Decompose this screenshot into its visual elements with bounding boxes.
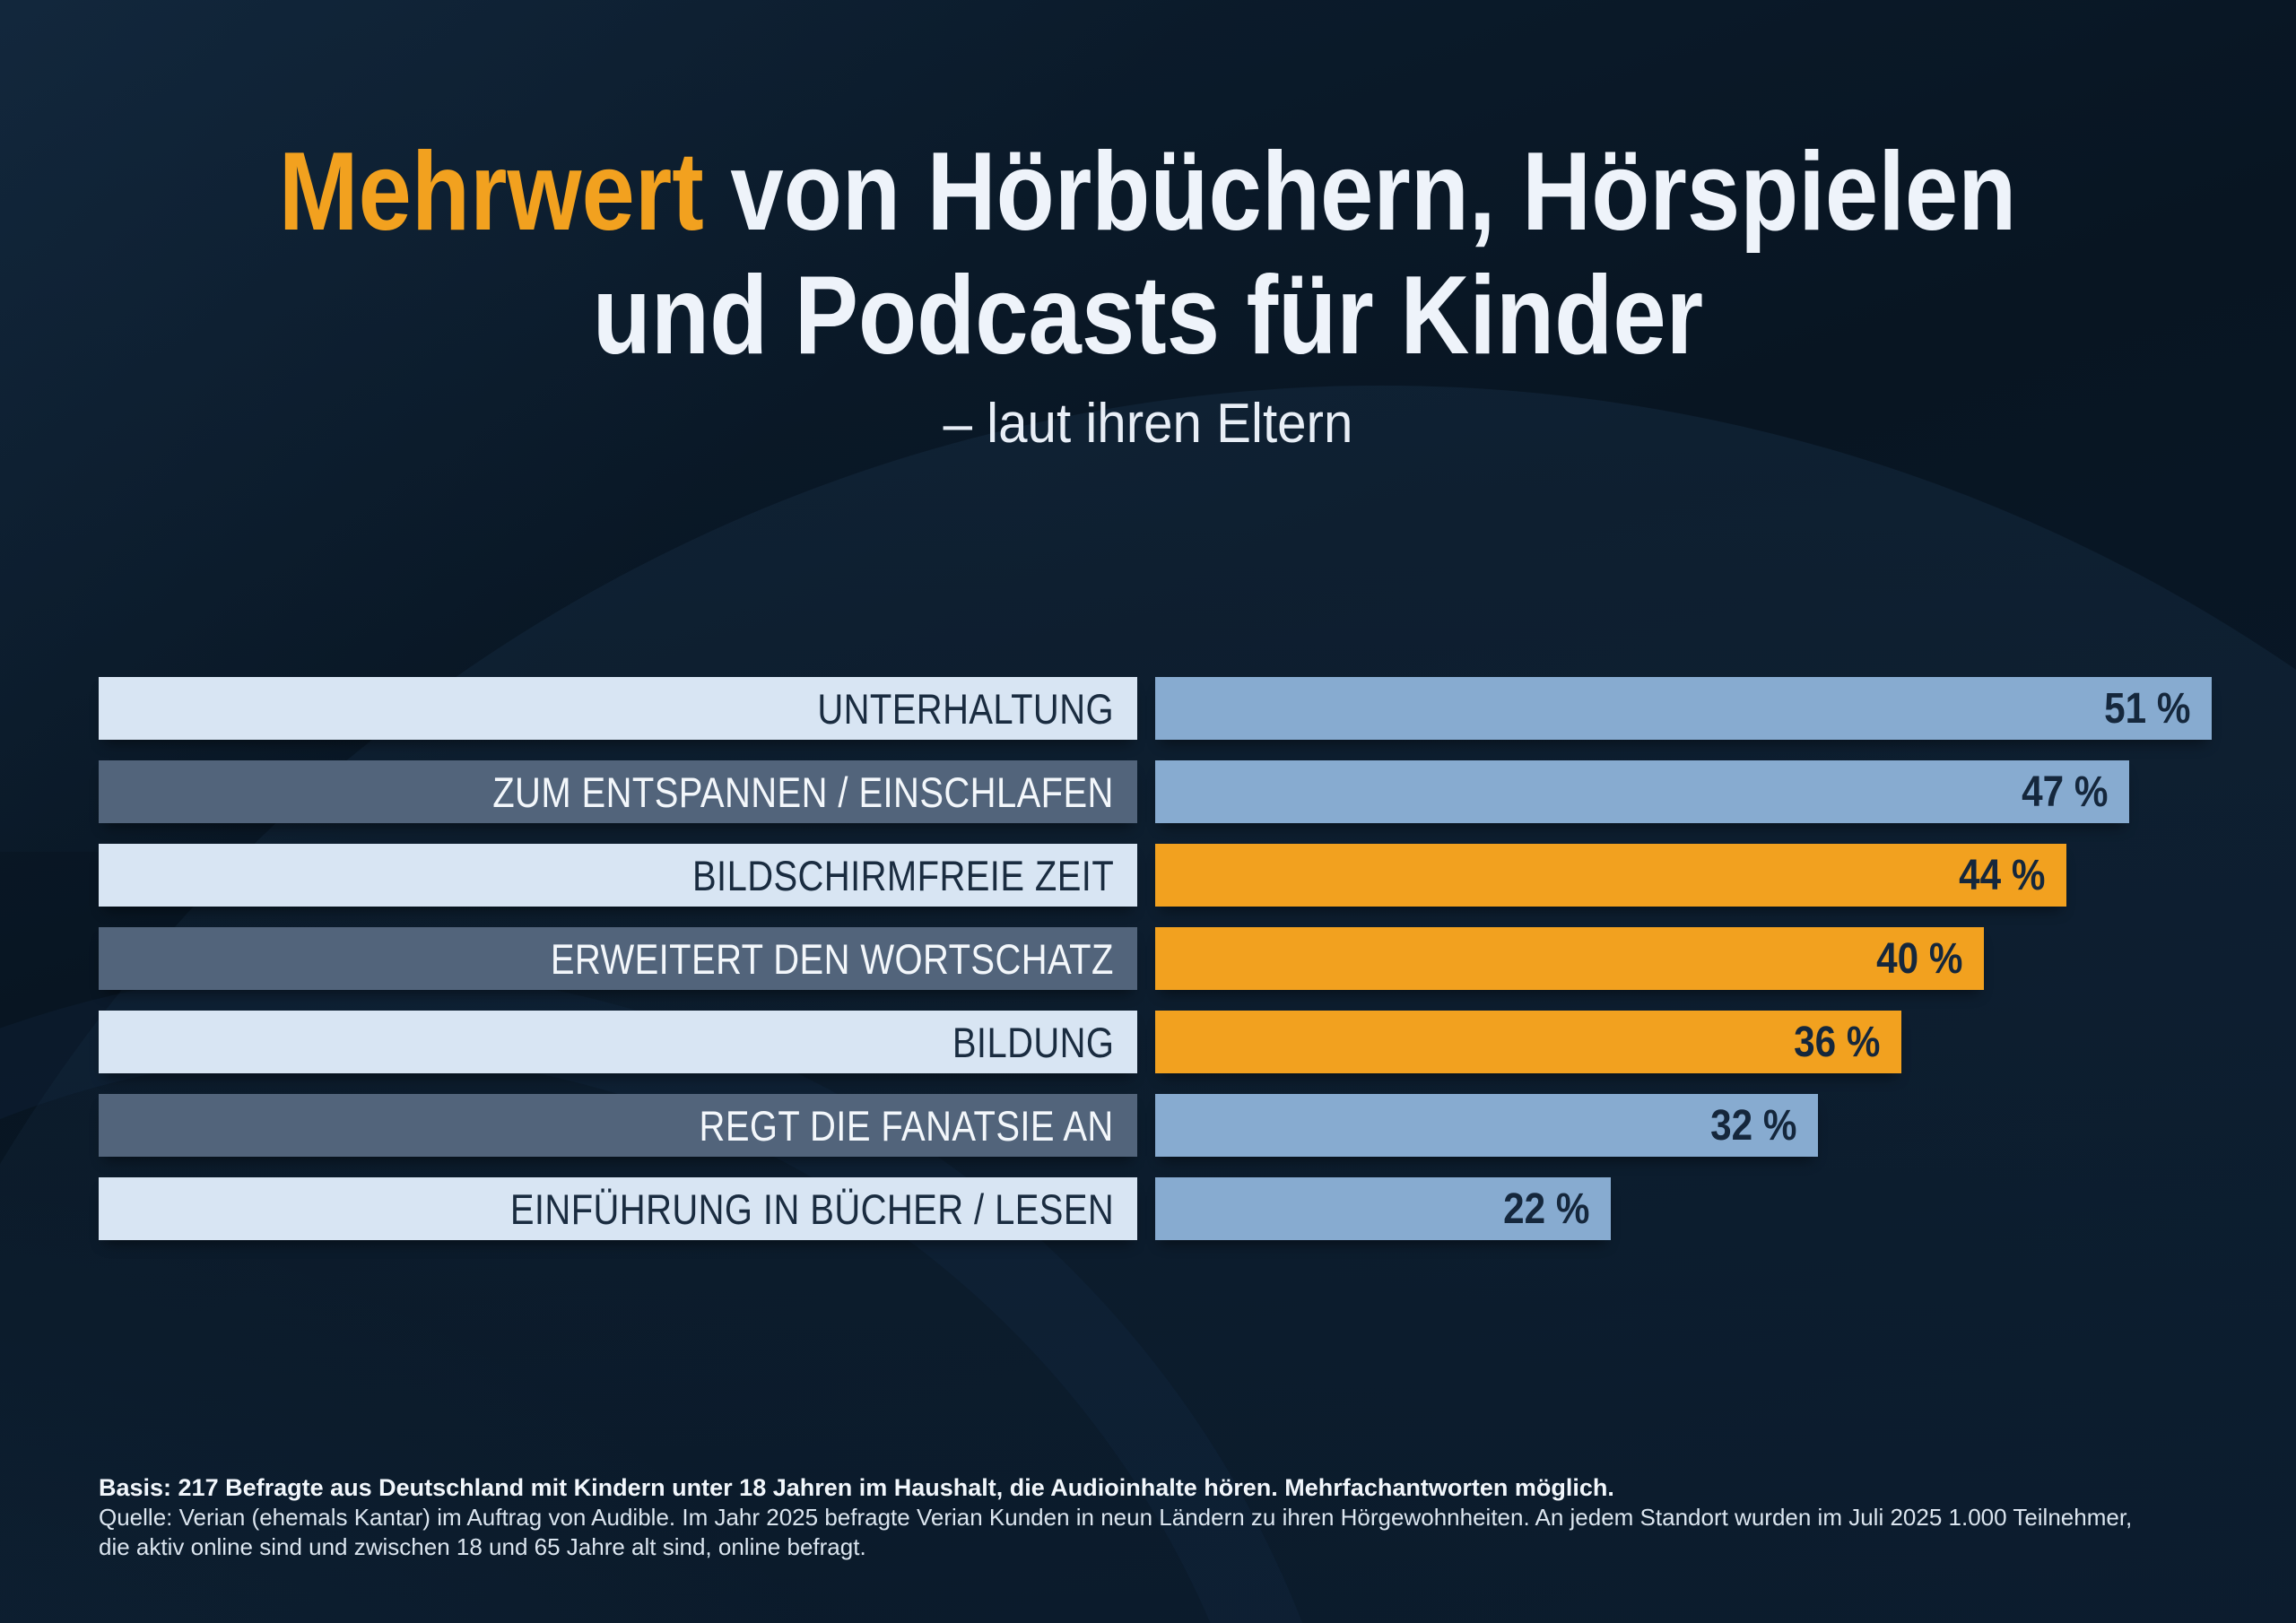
row-value: 22 % [1502, 1185, 1589, 1233]
title-line-1-rest: von Hörbüchern, Hörspielen [704, 130, 2017, 254]
row-label: UNTERHALTUNG [817, 684, 1114, 733]
chart-row: ZUM ENTSPANNEN / EINSCHLAFEN 47 % [99, 760, 2212, 823]
title-line-1: Mehrwert von Hörbüchern, Hörspielen [279, 130, 2017, 255]
chart-row: UNTERHALTUNG 51 % [99, 677, 2212, 740]
page-title: Mehrwert von Hörbüchern, Hörspielen und … [0, 130, 2296, 378]
row-label: REGT DIE FANATSIE AN [699, 1101, 1114, 1150]
row-label: EINFÜHRUNG IN BÜCHER / LESEN [509, 1185, 1114, 1233]
row-value: 44 % [1958, 851, 2045, 899]
row-label: ERWEITERT DEN WORTSCHATZ [551, 934, 1114, 983]
row-bar: 47 % [1155, 760, 2129, 823]
row-label: BILDUNG [952, 1018, 1114, 1066]
page-subtitle: – laut ihren Eltern [0, 392, 2296, 456]
row-value: 32 % [1709, 1101, 1796, 1150]
header: Mehrwert von Hörbüchern, Hörspielen und … [0, 130, 2296, 456]
row-label: BILDSCHIRMFREIE ZEIT [691, 851, 1114, 899]
row-label-cell: ZUM ENTSPANNEN / EINSCHLAFEN [99, 760, 1137, 823]
footnote-source-line-1: Quelle: Verian (ehemals Kantar) im Auftr… [99, 1504, 2133, 1532]
row-value: 40 % [1875, 934, 1962, 983]
row-label-cell: UNTERHALTUNG [99, 677, 1137, 740]
chart-row: BILDUNG 36 % [99, 1011, 2212, 1073]
row-value: 47 % [2021, 768, 2108, 816]
chart-row: BILDSCHIRMFREIE ZEIT 44 % [99, 844, 2212, 907]
title-highlight: Mehrwert [279, 130, 705, 254]
row-bar: 44 % [1155, 844, 2066, 907]
row-value: 51 % [2103, 684, 2190, 733]
row-label-cell: BILDUNG [99, 1011, 1137, 1073]
row-bar: 36 % [1155, 1011, 1901, 1073]
footnote-source-line-2: die aktiv online sind und zwischen 18 un… [99, 1532, 866, 1560]
row-label-cell: BILDSCHIRMFREIE ZEIT [99, 844, 1137, 907]
row-label: ZUM ENTSPANNEN / EINSCHLAFEN [492, 768, 1114, 816]
bar-chart: UNTERHALTUNG 51 % ZUM ENTSPANNEN / EINSC… [99, 677, 2212, 1261]
subtitle-text: – laut ihren Eltern [943, 393, 1353, 456]
chart-row: ERWEITERT DEN WORTSCHATZ 40 % [99, 927, 2212, 990]
row-bar: 32 % [1155, 1094, 1818, 1157]
row-bar: 40 % [1155, 927, 1984, 990]
row-label-cell: REGT DIE FANATSIE AN [99, 1094, 1137, 1157]
row-label-cell: ERWEITERT DEN WORTSCHATZ [99, 927, 1137, 990]
footnote: Basis: 217 Befragte aus Deutschland mit … [99, 1473, 2132, 1561]
row-value: 36 % [1793, 1018, 1880, 1066]
chart-row: EINFÜHRUNG IN BÜCHER / LESEN 22 % [99, 1177, 2212, 1240]
row-label-cell: EINFÜHRUNG IN BÜCHER / LESEN [99, 1177, 1137, 1240]
footnote-basis-line: Basis: 217 Befragte aus Deutschland mit … [99, 1474, 1614, 1501]
chart-row: REGT DIE FANATSIE AN 32 % [99, 1094, 2212, 1157]
title-line-2: und Podcasts für Kinder [592, 253, 1704, 378]
row-bar: 51 % [1155, 677, 2212, 740]
chart-rows: UNTERHALTUNG 51 % ZUM ENTSPANNEN / EINSC… [99, 677, 2212, 1240]
row-bar: 22 % [1155, 1177, 1611, 1240]
